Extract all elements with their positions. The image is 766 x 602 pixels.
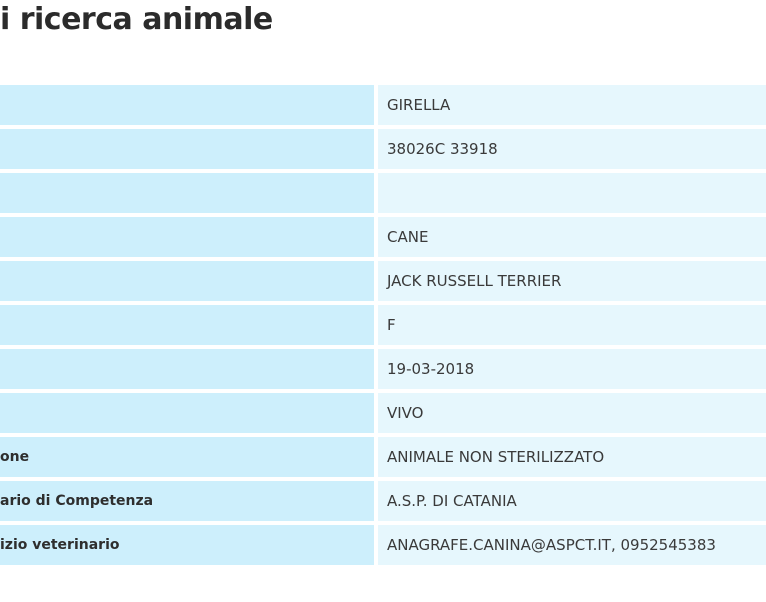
row-value-empty xyxy=(378,173,766,213)
row-value-sterilizzazione: ANIMALE NON STERILIZZATO xyxy=(378,437,766,477)
table-row: CANE xyxy=(0,217,766,257)
row-label xyxy=(0,217,374,257)
table-row: ario di Competenza A.S.P. DI CATANIA xyxy=(0,481,766,521)
row-value-data-nascita: 19-03-2018 xyxy=(378,349,766,389)
row-value-nome: GIRELLA xyxy=(378,85,766,125)
row-value-servizio-veterinario: ANAGRAFE.CANINA@ASPCT.IT, 0952545383 xyxy=(378,525,766,565)
row-label-servizio-veterinario: izio veterinario xyxy=(0,525,374,565)
table-row: 19-03-2018 xyxy=(0,349,766,389)
table-row: 38026C 33918 xyxy=(0,129,766,169)
row-value-specie: CANE xyxy=(378,217,766,257)
row-label xyxy=(0,261,374,301)
row-value-stato: VIVO xyxy=(378,393,766,433)
row-label xyxy=(0,393,374,433)
table-row: GIRELLA xyxy=(0,85,766,125)
page-title: i ricerca animale xyxy=(0,2,273,37)
row-value-competenza: A.S.P. DI CATANIA xyxy=(378,481,766,521)
row-label xyxy=(0,305,374,345)
row-value-razza: JACK RUSSELL TERRIER xyxy=(378,261,766,301)
table-row: JACK RUSSELL TERRIER xyxy=(0,261,766,301)
table-row: F xyxy=(0,305,766,345)
table-row: izio veterinario ANAGRAFE.CANINA@ASPCT.I… xyxy=(0,525,766,565)
row-label xyxy=(0,85,374,125)
row-label-sterilizzazione: one xyxy=(0,437,374,477)
result-table: GIRELLA 38026C 33918 CANE JACK RUSSELL T… xyxy=(0,85,766,569)
table-row: VIVO xyxy=(0,393,766,433)
table-row: one ANIMALE NON STERILIZZATO xyxy=(0,437,766,477)
row-label xyxy=(0,349,374,389)
row-label xyxy=(0,129,374,169)
table-row xyxy=(0,173,766,213)
row-label xyxy=(0,173,374,213)
row-label-competenza: ario di Competenza xyxy=(0,481,374,521)
row-value-microchip: 38026C 33918 xyxy=(378,129,766,169)
row-value-sesso: F xyxy=(378,305,766,345)
